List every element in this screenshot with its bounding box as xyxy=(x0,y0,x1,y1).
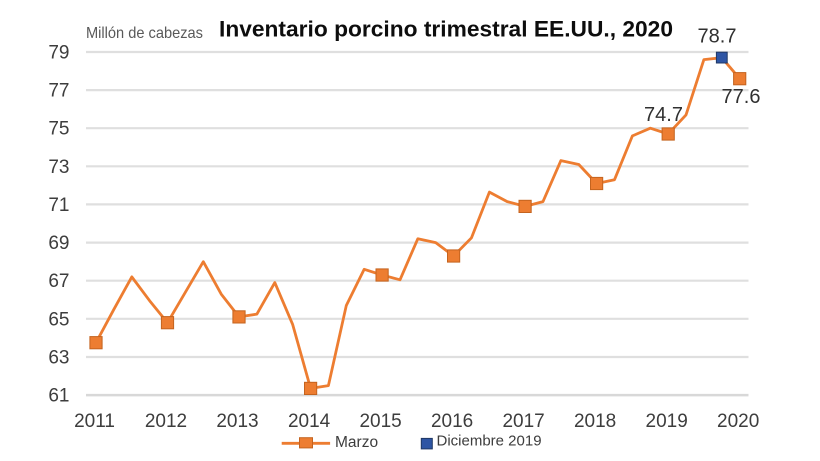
svg-text:2013: 2013 xyxy=(216,411,258,432)
svg-text:2020: 2020 xyxy=(717,411,759,432)
svg-text:Inventario porcino trimestral: Inventario porcino trimestral EE.UU., 20… xyxy=(219,17,673,42)
svg-text:2017: 2017 xyxy=(502,411,544,432)
svg-text:77: 77 xyxy=(48,81,69,102)
svg-text:75: 75 xyxy=(48,119,69,140)
svg-text:78.7: 78.7 xyxy=(698,26,737,48)
svg-text:73: 73 xyxy=(48,157,69,178)
svg-text:69: 69 xyxy=(48,233,69,254)
svg-text:Millón de cabezas: Millón de cabezas xyxy=(86,25,203,42)
svg-text:2019: 2019 xyxy=(646,411,688,432)
svg-text:74.7: 74.7 xyxy=(644,104,683,126)
svg-text:65: 65 xyxy=(48,309,69,330)
svg-text:Marzo: Marzo xyxy=(335,434,378,451)
svg-text:2012: 2012 xyxy=(145,411,187,432)
svg-text:79: 79 xyxy=(48,43,69,64)
svg-text:77.6: 77.6 xyxy=(722,86,761,108)
svg-text:67: 67 xyxy=(48,271,69,292)
svg-text:Diciembre 2019: Diciembre 2019 xyxy=(437,433,542,450)
svg-text:61: 61 xyxy=(48,386,69,407)
svg-text:2016: 2016 xyxy=(431,411,473,432)
svg-text:63: 63 xyxy=(48,348,69,369)
svg-text:2014: 2014 xyxy=(288,411,331,432)
svg-text:2018: 2018 xyxy=(574,411,616,432)
svg-text:2011: 2011 xyxy=(74,411,115,432)
svg-text:2015: 2015 xyxy=(359,411,401,432)
svg-text:71: 71 xyxy=(48,195,69,216)
